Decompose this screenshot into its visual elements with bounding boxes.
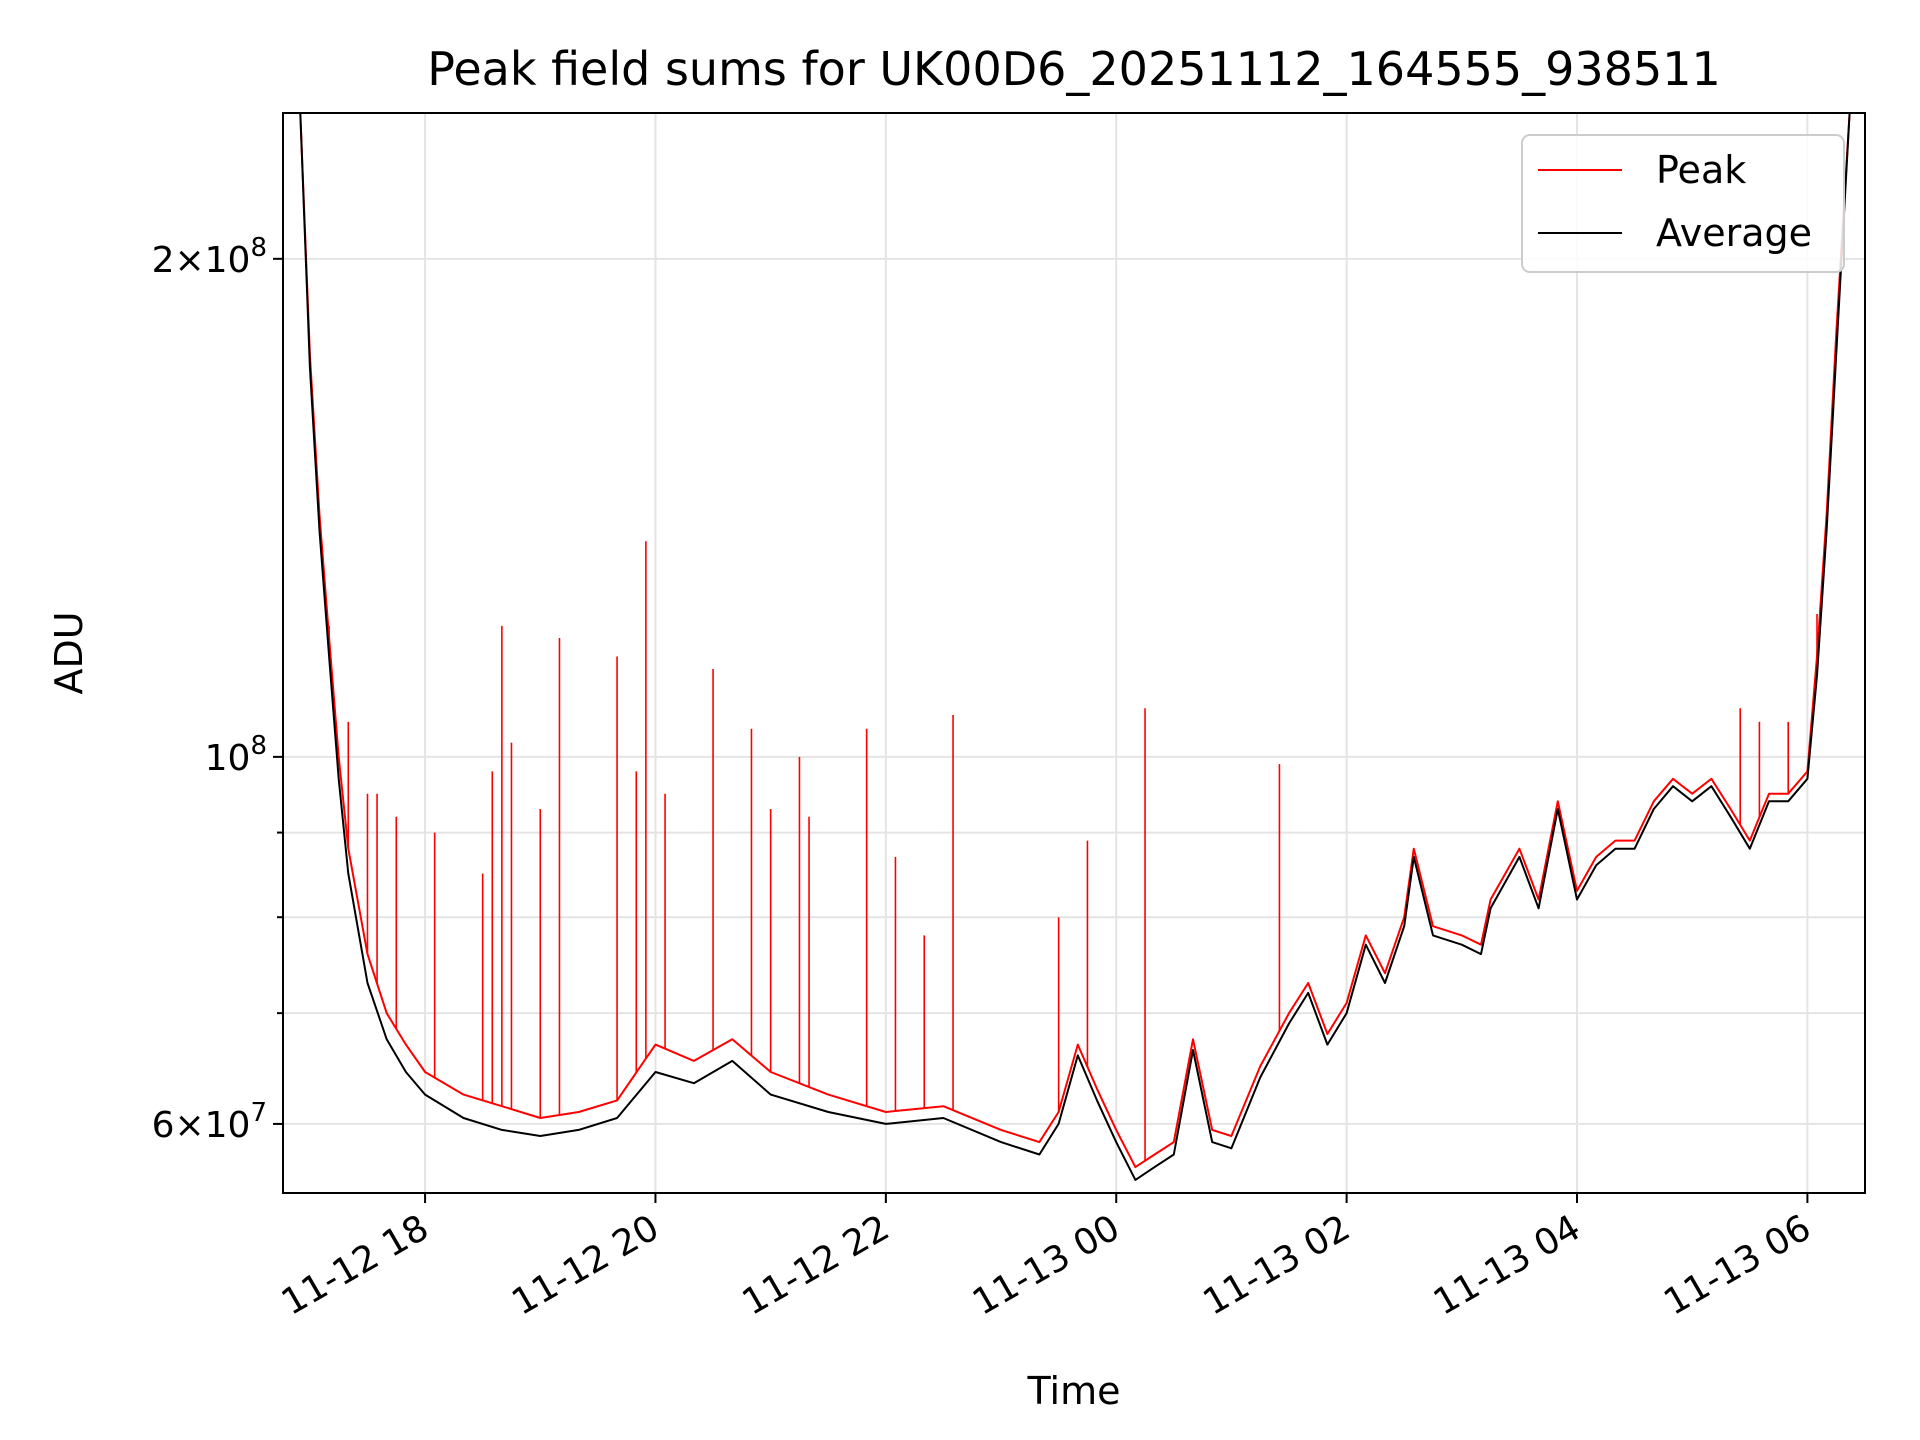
legend-label-average: Average — [1656, 211, 1812, 255]
series-line-peak — [299, 112, 1851, 1169]
y-axis-label: ADU — [47, 611, 91, 694]
legend: Peak Average — [1521, 134, 1845, 273]
chart-title: Peak field sums for UK00D6_20251112_1645… — [427, 42, 1721, 96]
y-tick-label: 6×107 — [152, 1098, 267, 1146]
grid — [283, 113, 1865, 1193]
series-layer — [299, 112, 1851, 1181]
plot-frame — [282, 112, 1866, 1194]
y-axis-ticks: 6×107 108 2×108 — [152, 233, 283, 1146]
x-axis-label: Time — [1027, 1369, 1121, 1413]
y-tick-label: 108 — [205, 731, 267, 779]
series-line-average — [299, 112, 1851, 1181]
y-tick-label: 2×108 — [152, 233, 267, 281]
legend-label-peak: Peak — [1656, 148, 1746, 192]
